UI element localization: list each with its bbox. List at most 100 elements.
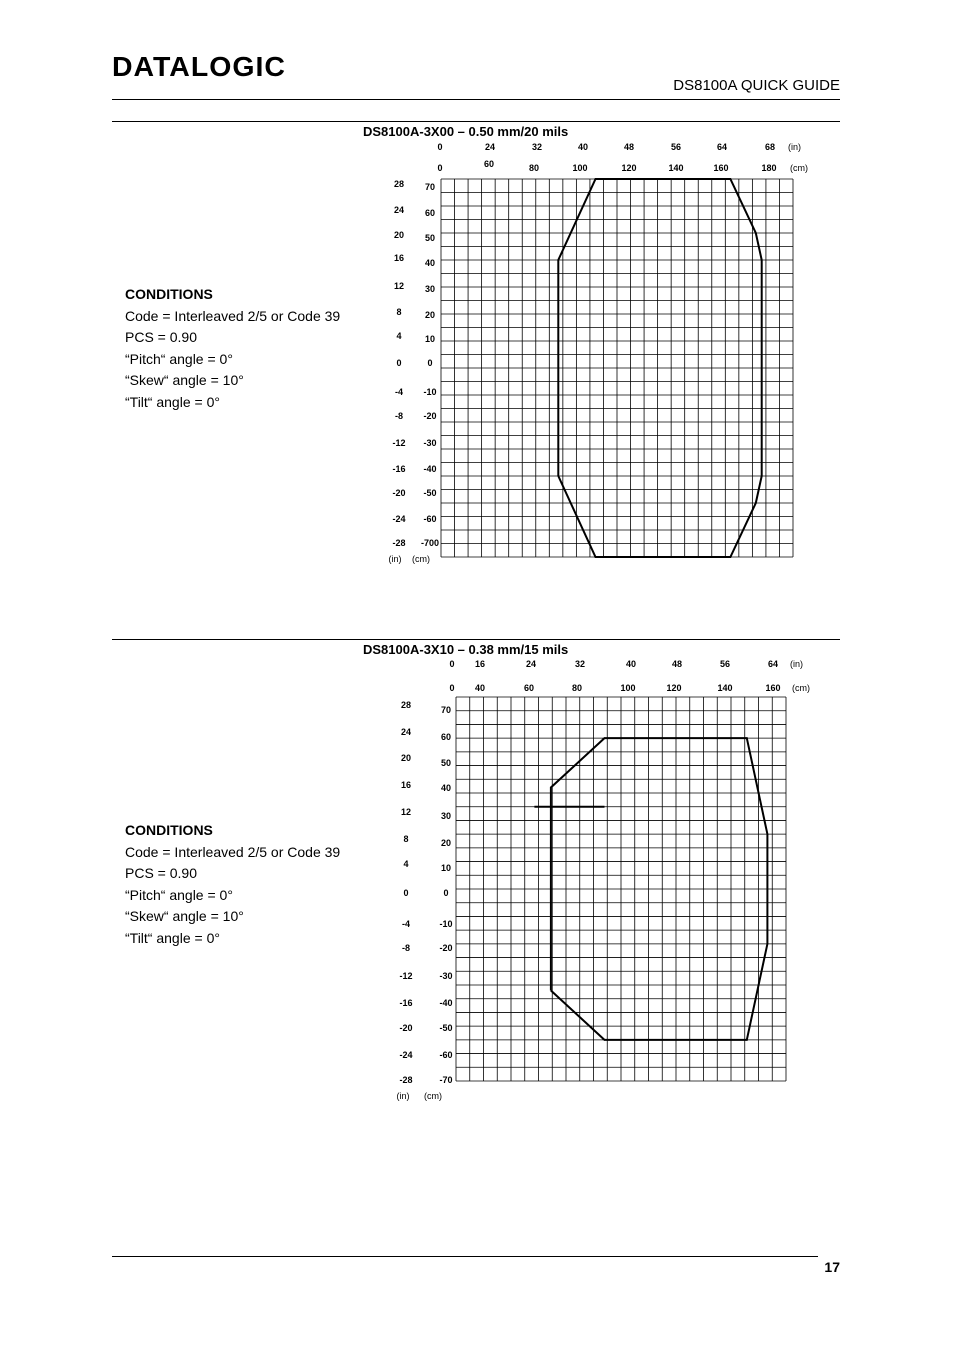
- top-axis-cm-tick: 60: [524, 683, 534, 693]
- condition-line: “Tilt“ angle = 0°: [125, 393, 220, 410]
- condition-line: PCS = 0.90: [125, 329, 197, 345]
- top-axis-cm-tick: 80: [572, 683, 582, 693]
- condition-line: Code = Interleaved 2/5 or Code 39: [125, 307, 341, 324]
- top-axis-cm-tick: 0: [437, 163, 442, 173]
- left-axis-in-tick: 8: [396, 307, 401, 317]
- left-axis-in-tick: -4: [395, 387, 403, 397]
- header-rule: [112, 99, 840, 100]
- top-axis-cm-tick: 120: [666, 683, 681, 693]
- section-1-rule: [112, 121, 840, 122]
- top-axis-in-tick: 24: [485, 142, 495, 152]
- left-axis-in-tick: -28: [392, 538, 405, 548]
- left-axis-in-tick: -24: [392, 514, 405, 524]
- left-axis-cm-tick: -700: [421, 538, 439, 548]
- top-axis-in-tick: 68: [765, 142, 775, 152]
- left-axis-in-tick: -24: [399, 1050, 412, 1060]
- left-axis-cm-tick: -60: [439, 1050, 452, 1060]
- left-axis-in-tick: 0: [403, 888, 408, 898]
- left-axis-cm-tick: 0: [427, 358, 432, 368]
- left-axis-cm-unit: (cm): [424, 1091, 442, 1101]
- svg-text:DATALOGIC: DATALOGIC: [112, 52, 286, 80]
- left-axis-cm-tick: 20: [425, 310, 435, 320]
- top-axis-in-tick: 24: [526, 659, 536, 669]
- section-2-rule: [112, 639, 840, 640]
- left-axis-in-tick: -12: [392, 438, 405, 448]
- chart-2-title: DS8100A-3X10 – 0.38 mm/15 mils: [363, 642, 569, 657]
- left-axis-cm-tick: -70: [439, 1075, 452, 1085]
- top-axis-cm-tick: 60: [484, 159, 494, 169]
- top-axis-in-tick: 64: [768, 659, 778, 669]
- condition-line: PCS = 0.90: [125, 865, 197, 881]
- left-axis-cm-tick: -30: [439, 971, 452, 981]
- left-axis-cm-tick: 60: [441, 732, 451, 742]
- reading-zone-outline: [549, 737, 769, 1041]
- left-axis-cm-tick: -10: [423, 387, 436, 397]
- left-axis-in-tick: 24: [394, 205, 404, 215]
- condition-line: Code = Interleaved 2/5 or Code 39: [125, 843, 341, 860]
- left-axis-cm-tick: -50: [423, 488, 436, 498]
- top-axis-in-tick: 56: [720, 659, 730, 669]
- left-axis-in-tick: 12: [394, 281, 404, 291]
- left-axis-cm-tick: -10: [439, 919, 452, 929]
- left-axis-in-tick: -4: [402, 919, 410, 929]
- top-axis-cm-unit: (cm): [790, 163, 808, 173]
- chart-1-title: DS8100A-3X00 – 0.50 mm/20 mils: [363, 124, 569, 139]
- left-axis-cm-tick: -50: [439, 1023, 452, 1033]
- top-axis-cm-tick: 160: [713, 163, 728, 173]
- conditions-heading: CONDITIONS: [125, 822, 213, 838]
- left-axis-in-tick: 28: [394, 179, 404, 189]
- top-axis-in-tick: 32: [575, 659, 585, 669]
- left-axis-in-tick: 28: [401, 700, 411, 710]
- left-axis-cm-tick: 10: [441, 863, 451, 873]
- top-axis-in-tick: 32: [532, 142, 542, 152]
- top-axis-cm-tick: 160: [765, 683, 780, 693]
- top-axis-in-tick: 48: [624, 142, 634, 152]
- left-axis-cm-tick: 0: [443, 888, 448, 898]
- top-axis-in-tick: 40: [626, 659, 636, 669]
- guide-title: DS8100A QUICK GUIDE: [673, 77, 840, 94]
- top-axis-in-tick: 40: [578, 142, 588, 152]
- top-axis-in-unit: (in): [788, 142, 801, 152]
- left-axis-in-tick: -16: [392, 464, 405, 474]
- conditions-heading: CONDITIONS: [125, 286, 213, 302]
- left-axis-cm-tick: -40: [423, 464, 436, 474]
- condition-line: “Pitch“ angle = 0°: [125, 350, 233, 367]
- top-axis-cm-tick: 100: [572, 163, 587, 173]
- left-axis-in-tick: -20: [392, 488, 405, 498]
- left-axis-in-tick: 4: [396, 331, 401, 341]
- conditions-block-2: CONDITIONS Code = Interleaved 2/5 or Cod…: [125, 820, 340, 949]
- left-axis-in-unit: (in): [389, 554, 402, 564]
- top-axis-in-unit: (in): [790, 659, 803, 669]
- left-axis-cm-tick: 50: [441, 758, 451, 768]
- left-axis-in-tick: 4: [403, 859, 408, 869]
- top-axis-cm-tick: 180: [761, 163, 776, 173]
- left-axis-cm-tick: 50: [425, 233, 435, 243]
- left-axis-in-tick: 16: [401, 780, 411, 790]
- condition-line: “Skew“ angle = 10°: [125, 908, 244, 924]
- conditions-block-1: CONDITIONS Code = Interleaved 2/5 or Cod…: [125, 284, 340, 413]
- footer-rule: [112, 1256, 818, 1257]
- left-axis-in-unit: (in): [397, 1091, 410, 1101]
- left-axis-in-tick: -16: [399, 998, 412, 1008]
- condition-line: “Pitch“ angle = 0°: [125, 886, 233, 903]
- left-axis-cm-tick: -40: [439, 998, 452, 1008]
- left-axis-cm-tick: 40: [441, 783, 451, 793]
- left-axis-cm-tick: -20: [439, 943, 452, 953]
- left-axis-in-tick: -8: [402, 943, 410, 953]
- left-axis-in-tick: -28: [399, 1075, 412, 1085]
- top-axis-in-tick: 0: [449, 659, 454, 669]
- left-axis-in-tick: -12: [399, 971, 412, 981]
- top-axis-in-tick: 64: [717, 142, 727, 152]
- top-axis-in-tick: 48: [672, 659, 682, 669]
- top-axis-cm-tick: 100: [620, 683, 635, 693]
- left-axis-cm-tick: 10: [425, 334, 435, 344]
- left-axis-cm-tick: 40: [425, 258, 435, 268]
- left-axis-cm-tick: -60: [423, 514, 436, 524]
- top-axis-cm-tick: 40: [475, 683, 485, 693]
- left-axis-in-tick: 24: [401, 727, 411, 737]
- top-axis-in-tick: 16: [475, 659, 485, 669]
- condition-line: “Skew“ angle = 10°: [125, 372, 244, 388]
- page-number: 17: [824, 1259, 840, 1275]
- reading-zone-outline: [557, 178, 763, 558]
